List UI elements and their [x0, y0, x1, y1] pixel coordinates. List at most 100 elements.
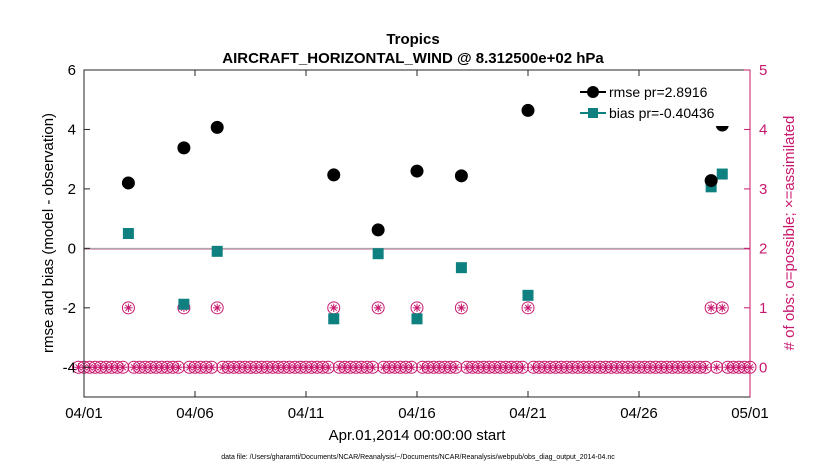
obs-count-point	[366, 360, 380, 374]
legend-rmse-label: rmse pr=2.8916	[609, 84, 708, 100]
rmse-point	[121, 176, 135, 190]
rmse-point	[704, 174, 718, 188]
bias-point	[178, 298, 190, 310]
bias-point	[455, 262, 467, 274]
legend-rmse-marker	[587, 86, 599, 98]
chart-title: Tropics	[386, 31, 439, 48]
y-right-tick-label: 3	[759, 181, 767, 198]
obs-possible-marker	[521, 301, 535, 315]
obs-count-point	[699, 360, 713, 374]
obs-possible-marker	[371, 301, 385, 315]
obs-possible-marker	[210, 301, 224, 315]
obs-assimilated-marker	[701, 363, 710, 372]
x-axis-label: Apr.01,2014 00:00:00 start	[329, 427, 507, 444]
obs-assimilated-marker	[718, 303, 727, 313]
obs-count-point	[704, 301, 718, 315]
obs-count-point	[404, 360, 418, 374]
obs-count-point	[449, 360, 463, 374]
obs-assimilated-marker	[457, 303, 466, 313]
bias-point	[522, 289, 534, 301]
rmse-point	[210, 120, 224, 134]
obs-possible-marker	[454, 301, 468, 315]
obs-count-point	[121, 301, 135, 315]
obs-assimilated-marker	[518, 363, 527, 372]
obs-possible-marker	[449, 360, 463, 374]
obs-count-point	[515, 360, 529, 374]
legend-box	[575, 78, 745, 126]
legend-bias-marker	[588, 108, 598, 118]
obs-count-point	[454, 301, 468, 315]
y-tick-label: 4	[68, 121, 76, 138]
obs-possible-marker	[704, 301, 718, 315]
obs-assimilated-marker	[451, 363, 461, 372]
footnote: data file: /Users/gharamti/Documents/NCA…	[221, 454, 615, 461]
bias-point	[328, 313, 340, 325]
rmse-point	[521, 103, 535, 117]
obs-possible-marker	[171, 360, 185, 374]
legend-bias-label: bias pr=-0.40436	[609, 105, 715, 121]
obs-assimilated-marker	[124, 303, 133, 313]
obs-possible-marker	[121, 301, 135, 315]
obs-count-point	[210, 301, 224, 315]
y-tick-label: -4	[63, 359, 76, 376]
obs-possible-marker	[366, 360, 380, 374]
obs-assimilated-marker	[373, 303, 383, 313]
chart-subtitle: AIRCRAFT_HORIZONTAL_WIND @ 8.312500e+02 …	[222, 50, 604, 67]
x-tick-label: 04/21	[509, 405, 547, 422]
y-tick-label: 6	[68, 62, 76, 79]
obs-possible-marker	[404, 360, 418, 374]
y-tick-label: 0	[68, 240, 76, 257]
obs-possible-marker	[715, 301, 729, 315]
obs-possible-marker	[321, 360, 335, 374]
bias-point	[716, 168, 728, 180]
bias-point	[211, 245, 223, 257]
obs-assimilated-marker	[174, 363, 183, 372]
x-tick-label: 04/26	[620, 405, 658, 422]
obs-count-point	[371, 301, 385, 315]
obs-assimilated-marker	[329, 303, 338, 313]
x-tick-label: 04/06	[176, 405, 214, 422]
y-right-tick-label: 2	[759, 240, 767, 257]
obs-count-point	[116, 360, 130, 374]
obs-count-point	[715, 301, 729, 315]
rmse-point	[454, 169, 468, 183]
obs-possible-marker	[515, 360, 529, 374]
obs-assimilated-marker	[407, 363, 416, 372]
bias-point	[411, 313, 423, 325]
obs-possible-marker	[710, 360, 724, 374]
y-right-tick-label: 4	[759, 121, 767, 138]
obs-assimilated-marker	[368, 363, 377, 372]
obs-possible-marker	[205, 360, 219, 374]
obs-assimilated-marker	[712, 363, 721, 372]
obs-count-point	[710, 360, 724, 374]
y-axis-right-label: # of obs: o=possible; ×=assimilated	[781, 116, 798, 351]
obs-assimilated-marker	[118, 363, 128, 372]
x-tick-label: 04/11	[288, 405, 324, 422]
x-tick-label: 05/01	[731, 405, 769, 422]
bias-point	[372, 248, 384, 260]
legend: rmse pr=2.8916 bias pr=-0.40436	[575, 78, 745, 126]
x-tick-label: 04/16	[398, 405, 436, 422]
obs-count-point	[205, 360, 219, 374]
obs-assimilated-marker	[207, 363, 216, 372]
obs-assimilated-marker	[213, 303, 222, 313]
y-right-tick-label: 0	[759, 359, 767, 376]
obs-count-point	[171, 360, 185, 374]
y-tick-label: 2	[68, 181, 76, 198]
obs-possible-marker	[116, 360, 130, 374]
obs-possible-marker	[699, 360, 713, 374]
rmse-point	[410, 164, 424, 178]
y-tick-label: -2	[63, 300, 76, 317]
obs-assimilated-marker	[324, 363, 333, 372]
y-axis-label: rmse and bias (model - observation)	[40, 113, 57, 353]
bias-point	[122, 228, 134, 239]
rmse-point	[371, 223, 385, 237]
obs-count-point	[321, 360, 335, 374]
x-tick-label: 04/01	[65, 405, 103, 422]
obs-assimilated-marker	[412, 303, 422, 313]
obs-assimilated-marker	[706, 303, 716, 313]
y-right-tick-label: 1	[759, 300, 767, 317]
obs-assimilated-marker	[523, 303, 533, 313]
rmse-point	[177, 141, 191, 155]
